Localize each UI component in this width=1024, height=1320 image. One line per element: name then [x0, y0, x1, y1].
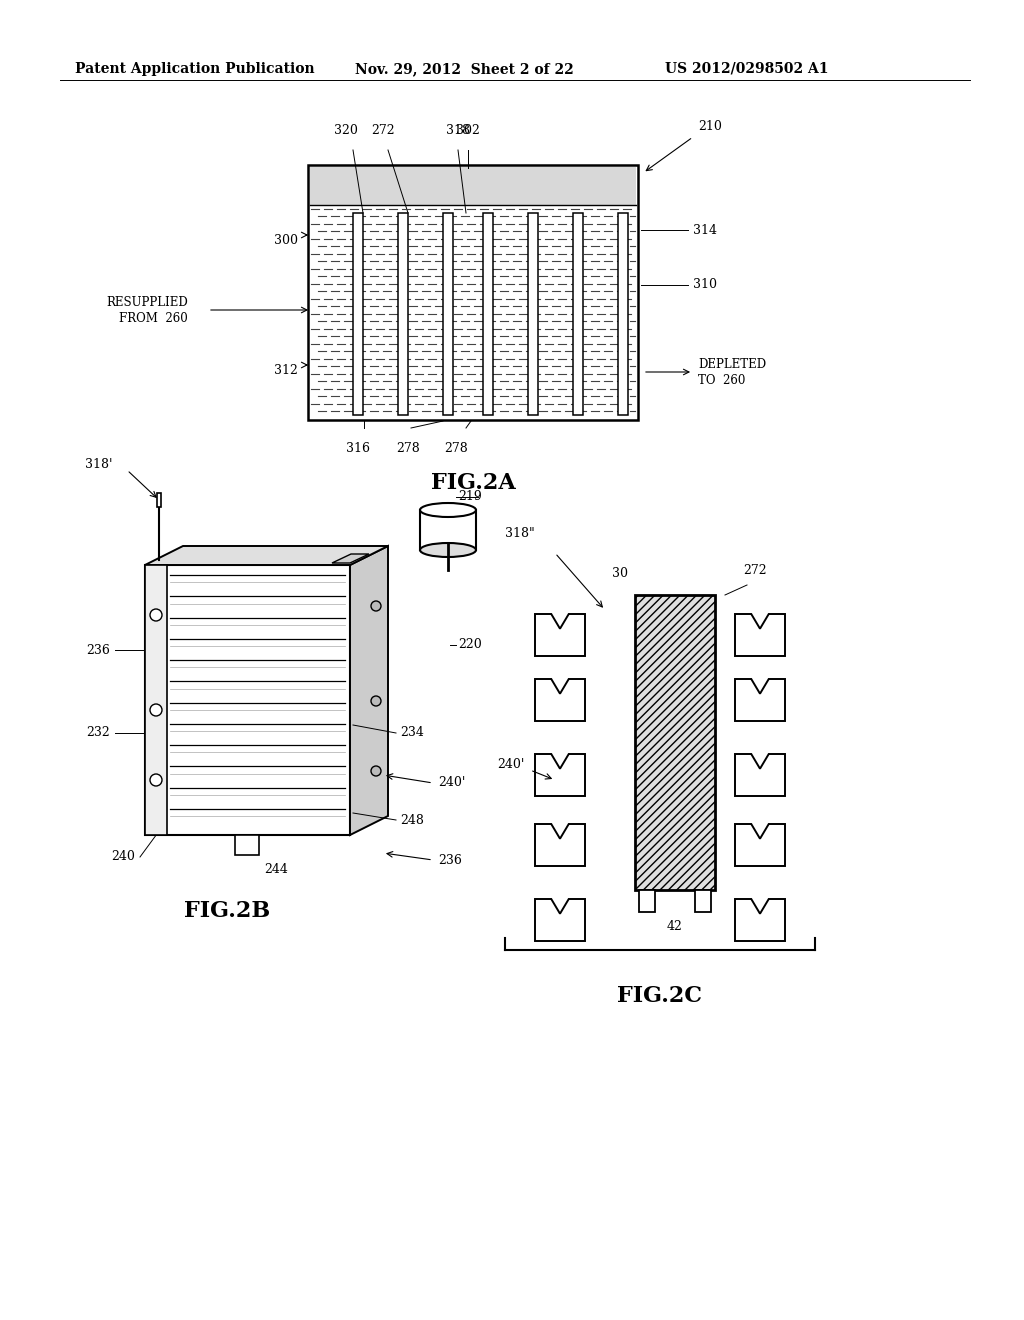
Text: 236: 236 — [86, 644, 110, 656]
Text: 234: 234 — [400, 726, 424, 739]
Circle shape — [371, 696, 381, 706]
Text: 220: 220 — [458, 639, 481, 652]
Polygon shape — [695, 890, 711, 912]
Text: 244: 244 — [264, 863, 288, 876]
Text: 240: 240 — [112, 850, 135, 863]
Text: Patent Application Publication: Patent Application Publication — [75, 62, 314, 77]
Polygon shape — [332, 554, 369, 564]
Polygon shape — [639, 890, 655, 912]
Text: TO  260: TO 260 — [698, 374, 745, 387]
Polygon shape — [310, 168, 636, 205]
Polygon shape — [573, 213, 583, 414]
Text: 318: 318 — [446, 124, 470, 137]
Polygon shape — [618, 213, 628, 414]
Text: 232: 232 — [86, 726, 110, 739]
Text: 236: 236 — [438, 854, 462, 866]
Text: 240': 240' — [498, 759, 525, 771]
Text: 219: 219 — [458, 491, 481, 503]
Polygon shape — [234, 836, 259, 855]
Text: 272: 272 — [371, 124, 395, 137]
Text: 302: 302 — [456, 124, 480, 137]
Text: FROM  260: FROM 260 — [119, 312, 188, 325]
Text: 314: 314 — [693, 223, 717, 236]
Text: 320: 320 — [334, 124, 358, 137]
Polygon shape — [483, 213, 493, 414]
Text: 210: 210 — [698, 120, 722, 133]
Circle shape — [150, 609, 162, 620]
Text: 30: 30 — [612, 568, 628, 579]
Text: 248: 248 — [400, 813, 424, 826]
Text: 42: 42 — [667, 920, 683, 933]
Polygon shape — [420, 510, 476, 550]
Text: 272: 272 — [743, 564, 767, 577]
Ellipse shape — [420, 503, 476, 517]
Polygon shape — [443, 213, 453, 414]
Text: 312: 312 — [274, 363, 298, 376]
Polygon shape — [353, 213, 362, 414]
Polygon shape — [157, 492, 161, 507]
Circle shape — [371, 601, 381, 611]
Text: US 2012/0298502 A1: US 2012/0298502 A1 — [665, 62, 828, 77]
Text: 310: 310 — [693, 279, 717, 292]
Polygon shape — [398, 213, 408, 414]
Circle shape — [371, 766, 381, 776]
Text: RESUPPLIED: RESUPPLIED — [106, 297, 188, 309]
Polygon shape — [145, 565, 350, 836]
Text: 318': 318' — [85, 458, 112, 471]
Polygon shape — [145, 565, 167, 836]
Text: 318": 318" — [505, 527, 535, 540]
Text: FIG.2B: FIG.2B — [184, 900, 270, 921]
Text: Nov. 29, 2012  Sheet 2 of 22: Nov. 29, 2012 Sheet 2 of 22 — [355, 62, 573, 77]
Polygon shape — [350, 546, 388, 836]
Text: FIG.2C: FIG.2C — [617, 985, 702, 1007]
Polygon shape — [145, 546, 388, 565]
Circle shape — [150, 774, 162, 785]
Text: 316: 316 — [346, 442, 370, 455]
Polygon shape — [528, 213, 538, 414]
Text: FIG.2A: FIG.2A — [431, 473, 515, 494]
Ellipse shape — [420, 543, 476, 557]
Polygon shape — [635, 595, 715, 890]
Text: DEPLETED: DEPLETED — [698, 359, 766, 371]
Text: 240': 240' — [438, 776, 465, 789]
Text: 300: 300 — [274, 234, 298, 247]
Text: 278: 278 — [444, 442, 468, 455]
Circle shape — [150, 704, 162, 715]
Text: 278: 278 — [396, 442, 420, 455]
